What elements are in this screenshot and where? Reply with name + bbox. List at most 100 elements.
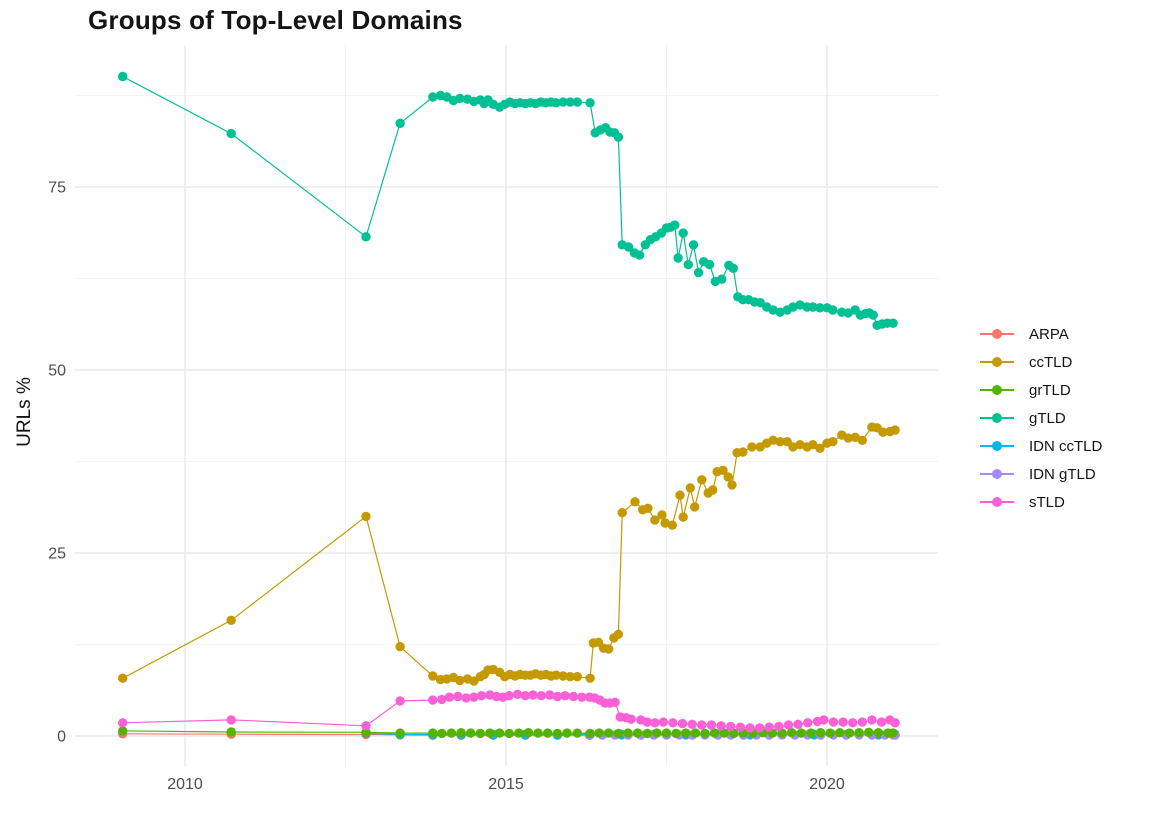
data-point-stld	[560, 691, 570, 701]
data-point-gtld	[551, 98, 561, 108]
data-point-grtld	[864, 727, 874, 737]
data-point-cctld	[657, 510, 667, 520]
legend-label-gtld: gTLD	[1029, 409, 1066, 427]
legend-key-grtld-icon	[980, 385, 1014, 395]
data-point-stld	[716, 721, 726, 731]
legend-key-dot	[992, 469, 1002, 479]
data-point-cctld	[808, 440, 818, 450]
legend-key-idn-gtld-icon	[980, 469, 1014, 479]
series-cctld-line	[122, 426, 896, 682]
data-point-grtld	[623, 728, 633, 738]
data-point-cctld	[572, 672, 582, 682]
data-point-grtld	[485, 728, 495, 738]
data-point-cctld	[718, 465, 728, 475]
data-point-cctld	[708, 485, 718, 495]
y-tick-label: 75	[48, 180, 66, 197]
data-point-stld	[828, 717, 839, 727]
data-point-cctld	[878, 427, 888, 437]
data-point-grtld	[604, 728, 614, 738]
data-point-gtld	[693, 267, 704, 278]
legend-key-cctld-icon	[980, 357, 1014, 367]
data-point-stld	[444, 692, 455, 702]
data-point-grtld	[825, 728, 835, 738]
data-point-cctld	[558, 671, 568, 681]
data-point-stld	[890, 718, 900, 728]
legend-key-dot	[992, 385, 1002, 395]
data-point-grtld	[854, 728, 864, 738]
data-point-cctld	[685, 483, 695, 493]
data-point-gtld	[775, 307, 785, 317]
data-point-cctld	[678, 512, 688, 522]
data-point-gtld	[888, 318, 898, 328]
series-stld	[118, 689, 900, 733]
data-point-grtld	[475, 728, 485, 739]
data-point-cctld	[455, 675, 465, 686]
legend-label-idn-cctld: IDN ccTLD	[1029, 437, 1103, 455]
data-point-stld	[552, 691, 563, 702]
data-point-cctld	[857, 435, 867, 445]
y-tick-label: 50	[48, 363, 66, 380]
plot-title: Groups of Top-Level Domains	[88, 5, 463, 35]
data-point-cctld	[768, 435, 778, 445]
data-point-stld	[857, 717, 867, 727]
data-point-gtld	[678, 228, 688, 238]
data-point-stld	[658, 717, 668, 727]
data-point-grtld	[594, 728, 604, 738]
data-point-stld	[476, 691, 487, 701]
data-point-grtld	[681, 728, 691, 738]
data-point-grtld	[226, 727, 236, 737]
data-point-stld	[650, 718, 660, 728]
data-point-stld	[610, 697, 620, 707]
data-point-stld	[764, 722, 774, 732]
data-point-grtld	[806, 728, 816, 738]
data-point-grtld	[585, 728, 595, 739]
data-point-grtld	[690, 728, 701, 738]
data-point-gtld	[572, 97, 582, 107]
data-point-cctld	[727, 480, 737, 490]
data-point-cctld	[775, 437, 785, 447]
legend-label-stld: sTLD	[1029, 493, 1065, 511]
data-point-gtld	[361, 232, 371, 242]
data-point-gtld	[118, 71, 128, 82]
data-point-gtld	[455, 93, 465, 104]
data-point-grtld	[572, 728, 582, 738]
data-point-gtld	[634, 250, 645, 260]
data-point-stld	[838, 717, 848, 727]
data-point-cctld	[747, 442, 757, 452]
legend-key-gtld-icon	[980, 413, 1014, 423]
data-point-gtld	[613, 132, 624, 142]
data-point-stld	[793, 719, 803, 729]
data-point-gtld	[428, 92, 438, 102]
data-point-cctld	[850, 432, 860, 442]
data-point-gtld	[868, 310, 878, 320]
data-point-stld	[668, 718, 678, 728]
legend-key-idn-cctld-icon	[980, 441, 1014, 451]
data-point-stld	[642, 717, 652, 727]
data-point-stld	[469, 692, 479, 702]
data-point-grtld	[815, 728, 826, 738]
data-point-cctld	[660, 518, 670, 528]
data-point-gtld	[795, 300, 805, 310]
data-point-grtld	[719, 728, 729, 738]
data-point-cctld	[890, 425, 900, 435]
data-point-cctld	[843, 433, 853, 443]
data-point-gtld	[565, 97, 575, 107]
y-tick-label: 0	[57, 729, 66, 746]
data-point-grtld	[361, 727, 371, 737]
legend-item-arpa: ARPA	[978, 320, 1102, 348]
y-tick-label: 25	[48, 546, 66, 563]
data-point-grtld	[437, 728, 447, 739]
data-point-cctld	[585, 673, 595, 683]
data-point-grtld	[543, 728, 553, 738]
data-point-cctld	[226, 615, 236, 625]
data-point-cctld	[697, 475, 707, 485]
data-point-grtld	[888, 728, 898, 738]
data-point-gtld	[683, 259, 693, 270]
data-point-cctld	[118, 673, 128, 683]
data-point-grtld	[504, 728, 514, 739]
legend-item-gtld: gTLD	[978, 404, 1102, 432]
data-point-stld	[803, 718, 813, 728]
data-point-grtld	[671, 728, 681, 739]
data-point-cctld	[650, 515, 660, 525]
legend-label-idn-gtld: IDN gTLD	[1029, 465, 1096, 483]
